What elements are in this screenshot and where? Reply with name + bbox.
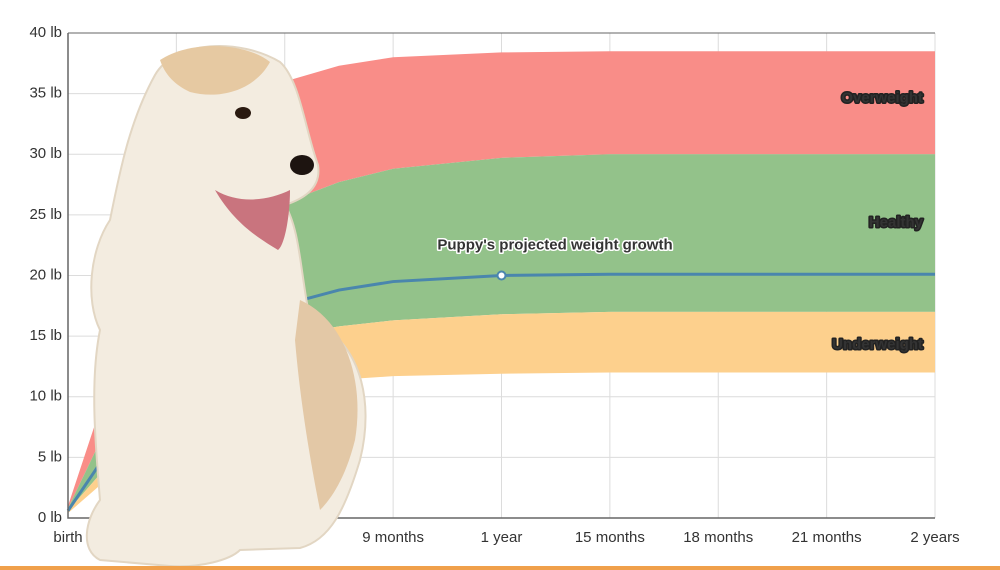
x-tick-label: 18 months bbox=[683, 529, 753, 546]
y-tick-label: 10 lb bbox=[29, 388, 62, 405]
y-tick-label: 40 lb bbox=[29, 24, 62, 41]
puppy-mouth bbox=[215, 190, 290, 250]
y-tick-label: 35 lb bbox=[29, 85, 62, 102]
puppy-ear bbox=[160, 45, 270, 95]
x-tick-label: 21 months bbox=[792, 529, 862, 546]
y-tick-label: 30 lb bbox=[29, 145, 62, 162]
puppy-eye bbox=[235, 107, 251, 119]
y-tick-label: 0 lb bbox=[38, 509, 62, 526]
bottom-rule bbox=[0, 566, 1000, 570]
y-tick-label: 20 lb bbox=[29, 266, 62, 283]
x-tick-label: birth bbox=[53, 529, 82, 546]
growth-point bbox=[496, 270, 507, 281]
band-label: Healthy bbox=[869, 214, 924, 231]
puppy-nose bbox=[290, 155, 314, 175]
band-label: Underweight bbox=[832, 336, 923, 353]
x-tick-label: 2 years bbox=[910, 529, 959, 546]
puppy-leg bbox=[295, 300, 358, 510]
x-tick-label: 1 year bbox=[481, 529, 523, 546]
puppy-photo bbox=[85, 45, 367, 568]
y-tick-label: 15 lb bbox=[29, 327, 62, 344]
x-tick-label: 9 months bbox=[362, 529, 424, 546]
line-label: Puppy's projected weight growth bbox=[437, 236, 672, 253]
x-tick-label: 15 months bbox=[575, 529, 645, 546]
band-label: Overweight bbox=[841, 90, 923, 107]
y-tick-label: 5 lb bbox=[38, 448, 62, 465]
puppy-body bbox=[85, 45, 367, 568]
y-tick-label: 25 lb bbox=[29, 206, 62, 223]
axis-frame bbox=[67, 33, 935, 519]
